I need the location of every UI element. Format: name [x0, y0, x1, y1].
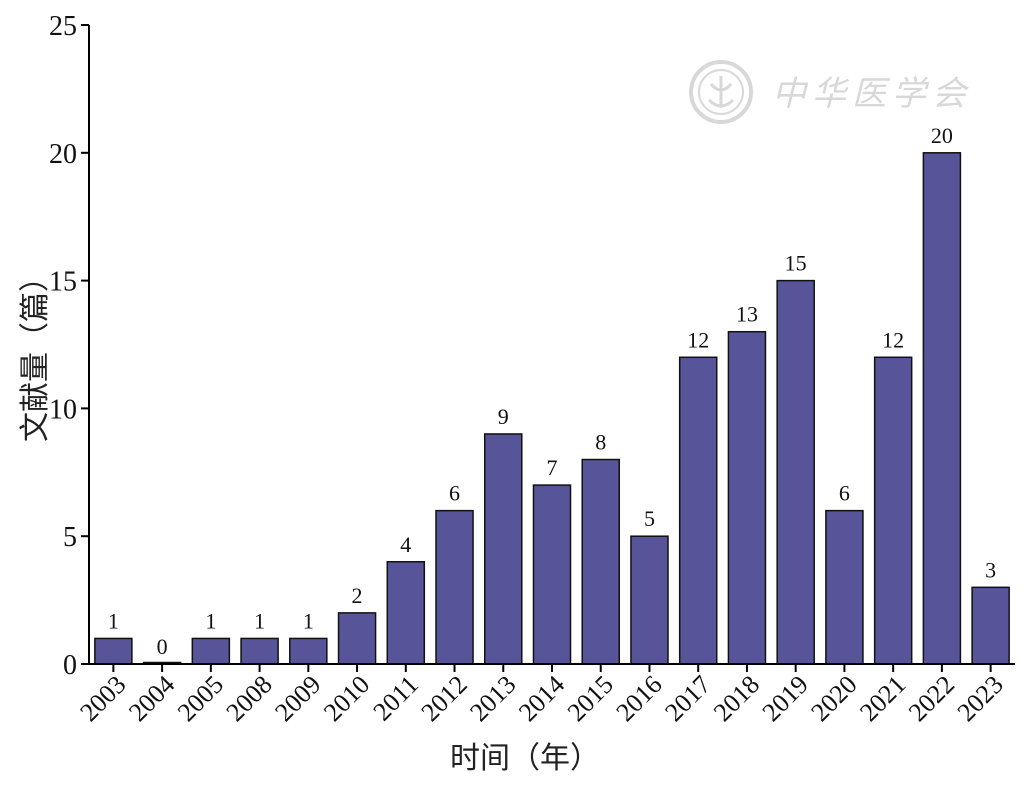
x-axis-title: 时间（年） [450, 741, 600, 776]
x-axis-ticks: 2003200420052008200920102011201220132014… [74, 664, 1009, 727]
bar-value-label-2012: 6 [449, 481, 460, 506]
x-tick-label-2016: 2016 [610, 670, 667, 727]
y-axis-ticks: 0 5 10 15 20 25 [49, 11, 89, 681]
x-tick-label-2004: 2004 [123, 670, 180, 727]
bar-2008 [240, 637, 279, 665]
y-tick-label-0: 0 [63, 650, 77, 681]
x-tick-label-2010: 2010 [318, 670, 375, 727]
x-tick-label-2018: 2018 [708, 670, 765, 727]
x-tick-label-2012: 2012 [415, 670, 472, 727]
y-tick-label-5: 5 [63, 522, 77, 553]
bar-2020 [825, 509, 864, 665]
bar-2010 [337, 612, 377, 665]
bar-2011 [386, 561, 426, 665]
bar-2018 [727, 330, 767, 665]
bar-value-label-2011: 4 [400, 532, 411, 557]
bar-value-label-2021: 12 [882, 327, 904, 352]
y-tick-label-15: 15 [49, 267, 77, 298]
bar-2005 [191, 637, 231, 665]
watermark-seal-icon [689, 60, 753, 124]
x-tick-label-2019: 2019 [757, 670, 814, 727]
watermark-text: 中华医学会 [772, 74, 972, 114]
bar-2014 [532, 484, 572, 665]
bar-2021 [873, 356, 913, 665]
y-tick-label-10: 10 [49, 394, 77, 425]
bar-value-label-2003: 1 [108, 608, 119, 633]
bar-value-label-2014: 7 [547, 455, 558, 480]
watermark: 中华医学会 [689, 60, 972, 124]
x-tick-label-2022: 2022 [903, 670, 960, 727]
bar-value-label-2018: 13 [736, 302, 758, 327]
bar-2022 [922, 152, 962, 665]
bar-value-label-2008: 1 [254, 608, 265, 633]
bar-value-label-2023: 3 [985, 557, 996, 582]
bar-2023 [971, 586, 1010, 665]
x-tick-label-2014: 2014 [513, 670, 570, 727]
bar-2012 [435, 509, 474, 665]
x-tick-label-2008: 2008 [221, 670, 278, 727]
bar-2003 [94, 637, 133, 665]
bar-value-label-2004: 0 [157, 634, 168, 659]
x-tick-label-2017: 2017 [659, 670, 716, 727]
bar-2009 [289, 637, 328, 665]
x-tick-label-2015: 2015 [562, 670, 619, 727]
bar-value-label-2022: 20 [931, 123, 953, 148]
bar-value-label-2009: 1 [303, 608, 314, 633]
bar-2016 [630, 535, 669, 665]
bars-group [94, 152, 1010, 665]
y-axis-title: 文献量（篇） [18, 262, 53, 442]
bar-value-label-2013: 9 [498, 404, 509, 429]
bar-2017 [678, 356, 718, 665]
bar-value-label-2017: 12 [687, 327, 709, 352]
bar-value-label-2005: 1 [205, 608, 216, 633]
bar-value-label-2019: 15 [785, 251, 807, 276]
y-tick-label-25: 25 [49, 11, 77, 42]
bar-2013 [483, 433, 523, 665]
x-tick-label-2011: 2011 [367, 670, 424, 727]
bar-2019 [776, 279, 815, 665]
x-tick-label-2020: 2020 [805, 670, 862, 727]
bar-2015 [581, 458, 621, 665]
x-tick-label-2013: 2013 [464, 670, 521, 727]
bar-value-label-2020: 6 [839, 481, 850, 506]
x-tick-label-2005: 2005 [172, 670, 229, 727]
y-tick-label-20: 20 [49, 139, 77, 170]
x-tick-label-2021: 2021 [854, 670, 911, 727]
bar-value-label-2016: 5 [644, 506, 655, 531]
x-tick-label-2009: 2009 [269, 670, 326, 727]
bar-value-label-2015: 8 [595, 430, 606, 455]
x-tick-label-2003: 2003 [74, 670, 131, 727]
x-tick-label-2023: 2023 [952, 670, 1009, 727]
bar-value-label-2010: 2 [352, 583, 363, 608]
